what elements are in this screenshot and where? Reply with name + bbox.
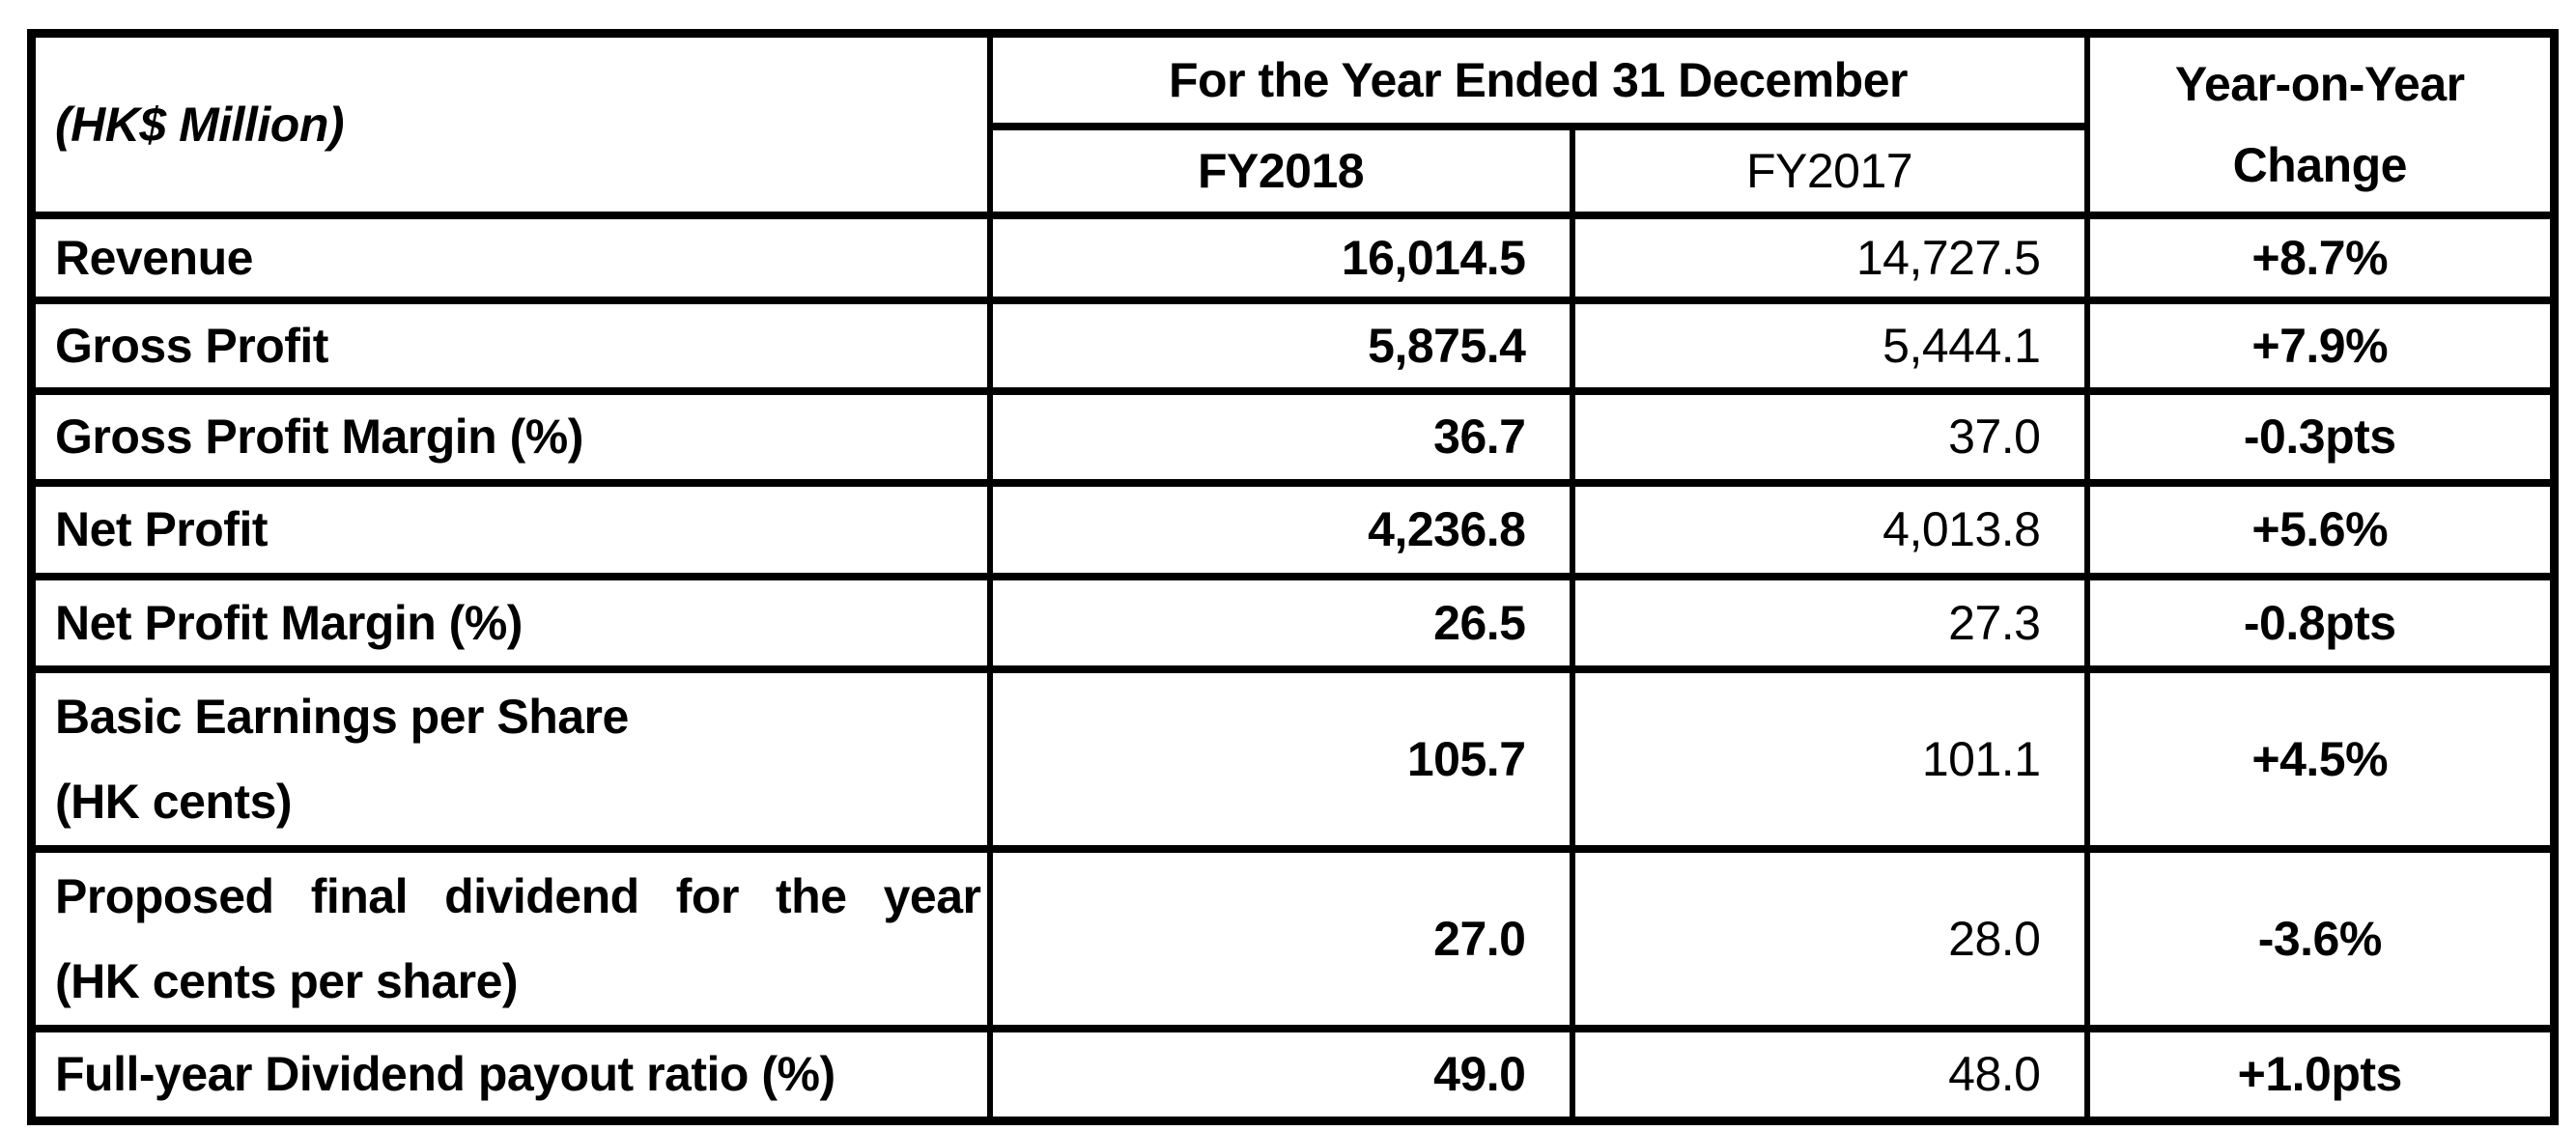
fy2017-value: 101.1 [1569,664,2090,853]
fy2018-value: 27.0 [986,844,1575,1032]
table-row: Basic Earnings per Share (HK cents) 105.… [28,664,2558,853]
fy2017-value: 27.3 [1569,572,2090,673]
yoy-change-header: Year-on-Year Change [2083,29,2558,219]
row-label: Gross Profit Margin (%) [28,386,993,487]
fy2018-value: 36.7 [986,386,1575,487]
unit-label-cell: (HK$ Million) [28,29,993,219]
yoy-change-header-line2: Change [2232,137,2408,192]
row-label-line1: Proposed final dividend for the year [55,868,981,923]
row-label: Net Profit Margin (%) [28,572,993,673]
yoy-change-value: -0.3pts [2083,386,2558,487]
header-row-group: (HK$ Million) For the Year Ended 31 Dece… [28,29,2558,219]
table-row: Gross Profit 5,875.4 5,444.1 +7.9% [28,296,2558,395]
yoy-change-value: +1.0pts [2083,1024,2558,1125]
fy2018-value: 16,014.5 [986,211,1575,304]
fy2017-header: FY2017 [1569,122,2090,219]
year-ended-header: For the Year Ended 31 December [986,29,2090,130]
fy2018-value: 5,875.4 [986,296,1575,395]
row-label: Gross Profit [28,296,993,395]
yoy-change-value: +7.9% [2083,296,2558,395]
fy2017-value: 5,444.1 [1569,296,2090,395]
fy2017-value: 4,013.8 [1569,478,2090,580]
yoy-change-value: +4.5% [2083,664,2558,853]
row-label-line1: Basic Earnings per Share [55,689,629,744]
row-label: Basic Earnings per Share (HK cents) [28,664,993,853]
yoy-change-value: -3.6% [2083,844,2558,1032]
yoy-change-value: +8.7% [2083,211,2558,304]
row-label: Net Profit [28,478,993,580]
table-row: Revenue 16,014.5 14,727.5 +8.7% [28,211,2558,304]
yoy-change-header-line1: Year-on-Year [2174,56,2465,111]
fy2017-value: 48.0 [1569,1024,2090,1125]
fy2017-value: 28.0 [1569,844,2090,1032]
fy2018-value: 26.5 [986,572,1575,673]
financial-highlights-table: (HK$ Million) For the Year Ended 31 Dece… [27,29,2559,1125]
yoy-change-value: +5.6% [2083,478,2558,580]
row-label: Revenue [28,211,993,304]
fy2018-value: 49.0 [986,1024,1575,1125]
table-row: Proposed final dividend for the year (HK… [28,844,2558,1032]
row-label-line2: (HK cents) [55,774,293,829]
table-row: Net Profit 4,236.8 4,013.8 +5.6% [28,478,2558,580]
row-label-line2: (HK cents per share) [55,953,519,1008]
yoy-change-value: -0.8pts [2083,572,2558,673]
table-row: Net Profit Margin (%) 26.5 27.3 -0.8pts [28,572,2558,673]
header-row-years: FY2018 FY2017 [32,122,2555,219]
table-row: Gross Profit Margin (%) 36.7 37.0 -0.3pt… [28,386,2558,487]
fy2018-value: 4,236.8 [986,478,1575,580]
fy2018-value: 105.7 [986,664,1575,853]
fy2018-header: FY2018 [986,122,1575,219]
row-label: Proposed final dividend for the year (HK… [28,844,993,1032]
fy2017-value: 37.0 [1569,386,2090,487]
table-row: Full-year Dividend payout ratio (%) 49.0… [28,1024,2558,1125]
fy2017-value: 14,727.5 [1569,211,2090,304]
row-label: Full-year Dividend payout ratio (%) [28,1024,993,1125]
